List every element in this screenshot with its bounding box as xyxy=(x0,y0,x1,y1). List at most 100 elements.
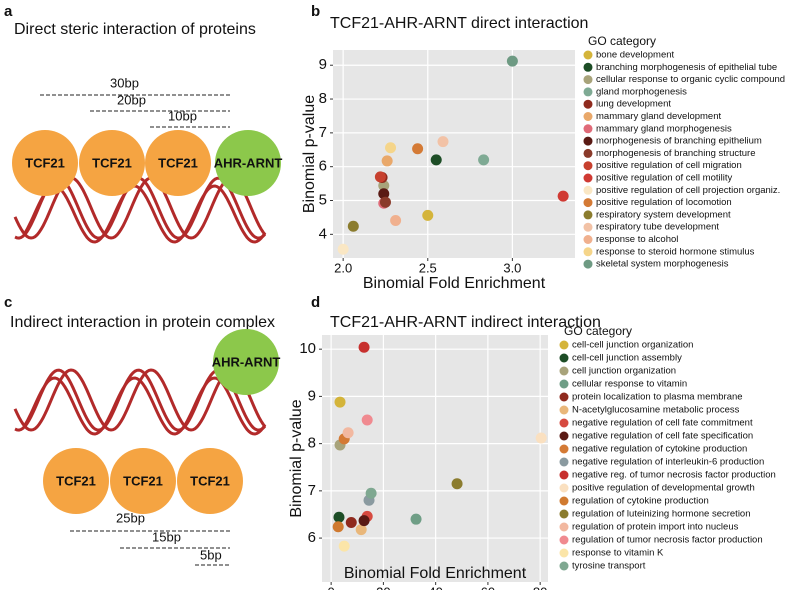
y-tick-label: 8 xyxy=(308,435,316,452)
point xyxy=(379,196,391,208)
legend-label: cellular response to organic cyclic comp… xyxy=(596,74,785,85)
legend-marker xyxy=(583,198,593,208)
point xyxy=(342,427,354,439)
protein-label: TCF21 xyxy=(92,155,132,170)
legend-label: negative reg. of tumor necrosis factor p… xyxy=(572,470,776,481)
legend-marker xyxy=(583,124,593,134)
legend-label: response to alcohol xyxy=(596,234,678,245)
legend-marker xyxy=(559,535,569,545)
point xyxy=(378,188,390,200)
diagram-title: Direct steric interaction of proteins xyxy=(14,21,256,38)
panel-label: d xyxy=(311,294,320,311)
legend-label: regulation of cytokine production xyxy=(572,496,709,507)
protein xyxy=(79,130,145,196)
point xyxy=(390,214,402,226)
legend-label: tyrosine transport xyxy=(572,561,646,572)
y-tick-label: 9 xyxy=(308,387,316,404)
protein-label: AHR-ARNT xyxy=(214,155,283,170)
legend-marker xyxy=(559,548,569,558)
legend-marker xyxy=(583,259,593,269)
chart-title: TCF21-AHR-ARNT indirect interaction xyxy=(330,314,601,331)
legend-label: N-acetylglucosamine metabolic process xyxy=(572,405,740,416)
point xyxy=(334,396,346,408)
point xyxy=(365,487,377,499)
point xyxy=(337,243,349,255)
legend-marker xyxy=(583,99,593,109)
point xyxy=(338,540,350,552)
protein xyxy=(12,130,78,196)
legend-marker xyxy=(559,457,569,467)
x-tick-label: 3.0 xyxy=(503,260,521,275)
x-tick-label: 20 xyxy=(376,584,390,590)
point xyxy=(437,136,449,148)
legend-marker xyxy=(583,185,593,195)
protein xyxy=(43,448,109,514)
distance-label: 25bp xyxy=(116,510,145,525)
y-tick-label: 5 xyxy=(319,191,327,208)
legend-title: GO category xyxy=(564,324,632,338)
y-tick-label: 7 xyxy=(319,124,327,141)
protein-label: TCF21 xyxy=(25,155,65,170)
legend-marker xyxy=(559,561,569,571)
legend-marker xyxy=(583,235,593,244)
legend-label: negative regulation of cytokine producti… xyxy=(572,444,747,455)
protein-label: TCF21 xyxy=(158,155,198,170)
plot-area xyxy=(333,50,575,258)
distance-label: 5bp xyxy=(200,547,222,562)
protein xyxy=(213,329,279,395)
point xyxy=(535,432,547,444)
legend-label: negative regulation of cell fate commitm… xyxy=(572,418,753,429)
plot-area xyxy=(322,335,548,582)
chart-title: TCF21-AHR-ARNT direct interaction xyxy=(330,15,588,32)
legend-label: bone development xyxy=(596,50,675,61)
legend-marker xyxy=(583,247,593,257)
y-tick-label: 4 xyxy=(319,225,327,242)
legend-marker xyxy=(559,366,569,376)
point xyxy=(381,155,393,167)
diagram-title: Indirect interaction in protein complex xyxy=(10,314,275,331)
legend-label: cell junction organization xyxy=(572,366,676,377)
panel-label: b xyxy=(311,3,320,20)
point xyxy=(355,524,367,536)
legend-label: negative regulation of cell fate specifi… xyxy=(572,431,753,442)
y-tick-label: 8 xyxy=(319,90,327,107)
point xyxy=(358,515,370,527)
protein-label: TCF21 xyxy=(190,473,230,488)
dna-strand xyxy=(23,184,267,244)
legend-marker xyxy=(583,161,593,171)
legend-label: response to vitamin K xyxy=(572,548,664,559)
legend-marker xyxy=(559,496,569,506)
legend-label: positive regulation of cell projection o… xyxy=(596,185,780,196)
legend-label: respiratory tube development xyxy=(596,222,719,233)
legend-marker xyxy=(559,379,569,389)
legend-marker xyxy=(583,173,593,183)
legend-marker xyxy=(559,470,569,480)
point xyxy=(478,154,490,166)
point xyxy=(506,55,518,67)
point xyxy=(374,171,386,183)
point xyxy=(557,190,569,202)
legend-marker xyxy=(583,222,593,232)
x-axis-label: Binomial Fold Enrichment xyxy=(363,275,546,292)
y-tick-label: 6 xyxy=(319,158,327,175)
point xyxy=(412,143,424,155)
legend-marker xyxy=(559,340,569,350)
legend-marker xyxy=(583,87,593,97)
legend-marker xyxy=(583,50,593,60)
x-tick-label: 40 xyxy=(428,584,442,590)
y-tick-label: 9 xyxy=(319,56,327,73)
distance-label: 20bp xyxy=(117,92,146,107)
distance-label: 15bp xyxy=(152,529,181,544)
y-tick-label: 7 xyxy=(308,482,316,499)
protein xyxy=(177,448,243,514)
x-tick-label: 2.5 xyxy=(419,260,437,275)
legend-label: gland morphogenesis xyxy=(596,86,687,97)
legend-label: positive regulation of locomotion xyxy=(596,197,732,208)
protein xyxy=(145,130,211,196)
point xyxy=(422,209,434,221)
y-axis-label: Binomial p-value xyxy=(288,399,305,517)
protein xyxy=(110,448,176,514)
distance-label: 30bp xyxy=(110,75,139,90)
legend-marker xyxy=(583,75,593,85)
